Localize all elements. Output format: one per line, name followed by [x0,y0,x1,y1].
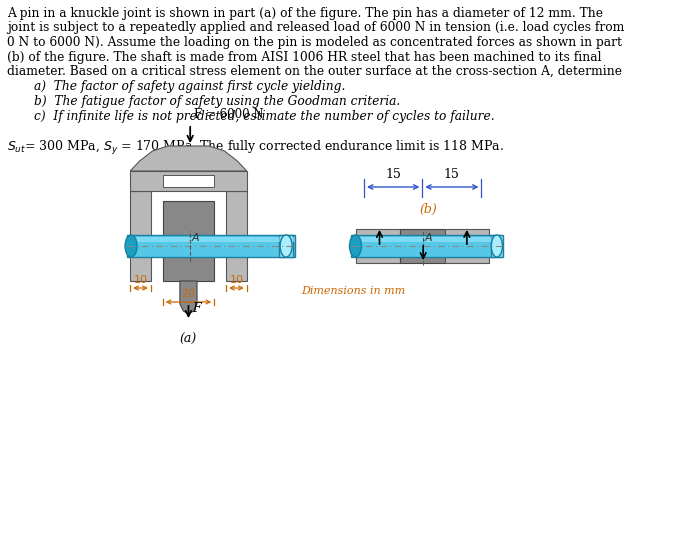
Text: 15: 15 [385,168,401,181]
Text: diameter. Based on a critical stress element on the outer surface at the cross-s: diameter. Based on a critical stress ele… [7,65,622,78]
Text: 10: 10 [134,275,147,285]
Text: (b) of the figure. The shaft is made from AISI 1006 HR steel that has been machi: (b) of the figure. The shaft is made fro… [7,51,602,64]
Ellipse shape [492,235,502,257]
Bar [279,235,293,257]
Bar [163,201,214,281]
Bar [226,191,246,281]
Bar [356,229,400,263]
Text: (a): (a) [180,333,197,346]
Text: 10: 10 [230,275,244,285]
Text: 15: 15 [443,168,460,181]
Ellipse shape [280,235,292,257]
Text: F = 6000 N: F = 6000 N [194,108,263,121]
Text: Dimensions in mm: Dimensions in mm [301,286,405,296]
Text: 0 N to 6000 N). Assume the loading on the pin is modeled as concentrated forces : 0 N to 6000 N). Assume the loading on th… [7,36,622,49]
Polygon shape [130,146,246,171]
Text: A: A [425,233,433,243]
Bar [351,235,501,257]
Bar [130,191,151,281]
Bar [491,235,503,257]
Text: A: A [192,233,200,243]
Bar [130,171,246,191]
Ellipse shape [125,235,137,257]
Text: 20: 20 [181,289,196,299]
Text: c)  If infinite life is not predicted, estimate the number of cycles to failure.: c) If infinite life is not predicted, es… [34,110,495,123]
Bar [163,175,214,187]
Ellipse shape [350,235,361,257]
Text: $S_{ut}$= 300 MPa, $S_y$ = 170 MPa. The fully corrected endurance limit is 118 M: $S_{ut}$= 300 MPa, $S_y$ = 170 MPa. The … [7,139,504,157]
Text: A pin in a knuckle joint is shown in part (a) of the figure. The pin has a diame: A pin in a knuckle joint is shown in par… [7,7,603,20]
Bar [127,235,295,257]
Bar [400,229,445,263]
Bar [351,237,501,242]
Text: joint is subject to a repeatedly applied and released load of 6000 N in tension : joint is subject to a repeatedly applied… [7,22,624,34]
Text: (b): (b) [420,203,437,216]
Bar [127,237,295,242]
Text: F: F [192,302,200,315]
Text: b)  The fatigue factor of safety using the Goodman criteria.: b) The fatigue factor of safety using th… [34,95,401,108]
Text: a)  The factor of safety against first cycle yielding.: a) The factor of safety against first cy… [34,80,346,93]
Bar [445,229,489,263]
Polygon shape [180,281,197,314]
